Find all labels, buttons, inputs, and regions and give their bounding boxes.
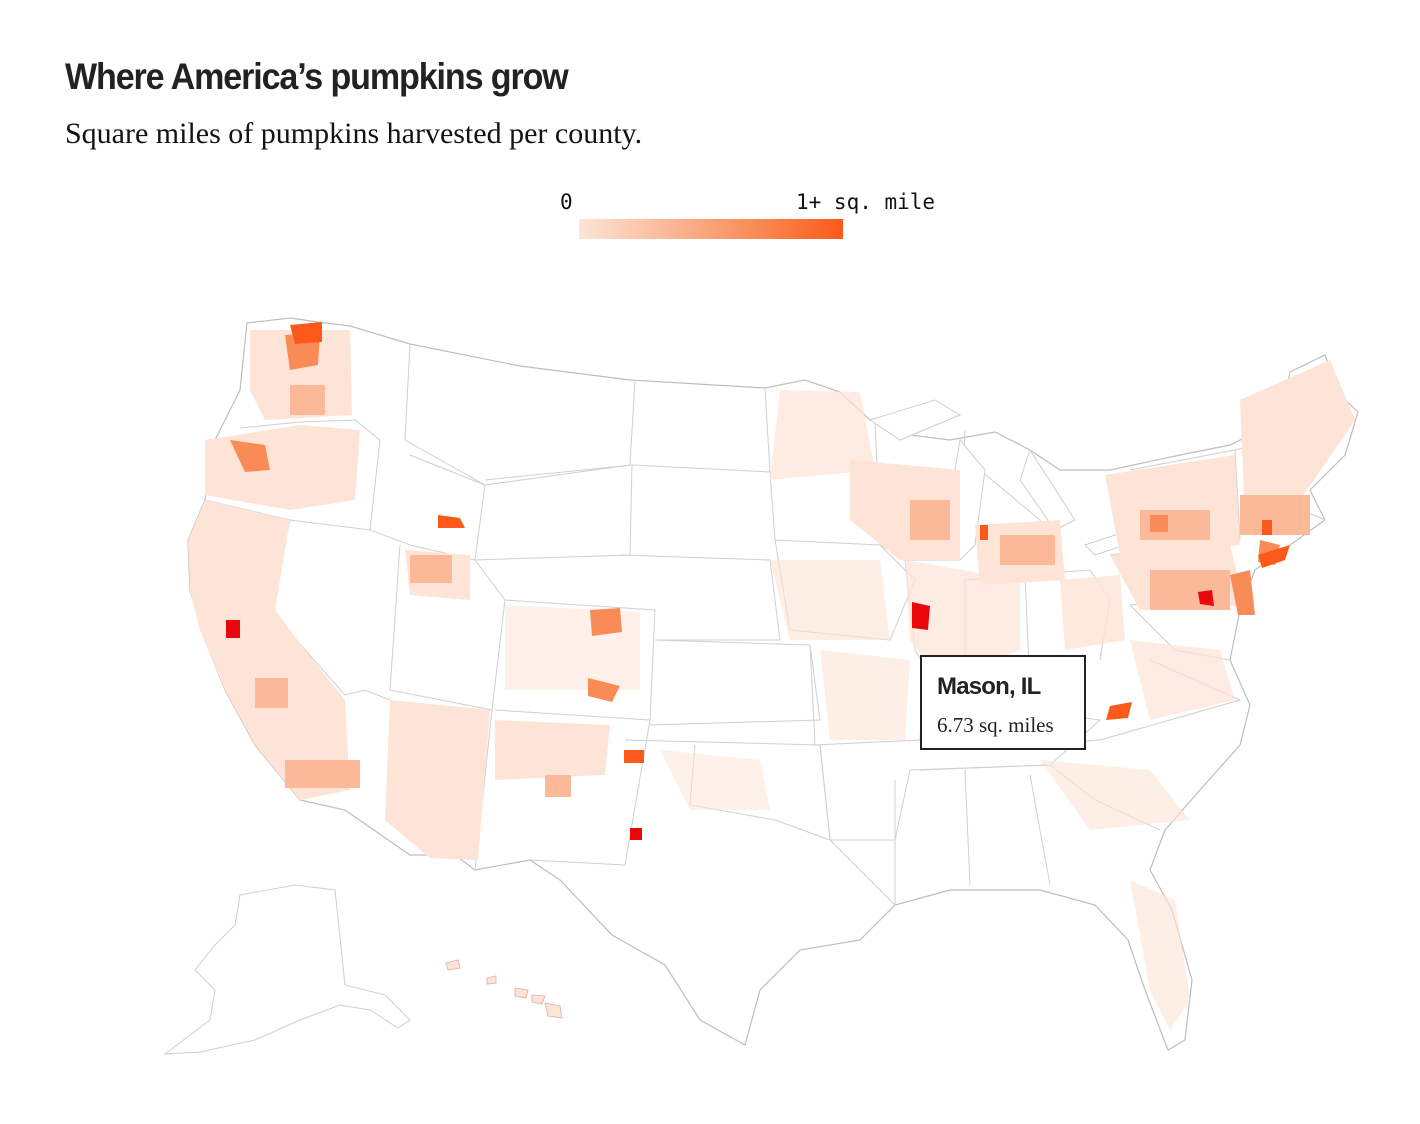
county-fills-deep — [290, 322, 1290, 763]
alaska-inset — [163, 884, 411, 1055]
us-outline — [187, 317, 1359, 1051]
legend-max-label: 1+ sq. mile — [796, 190, 936, 214]
tooltip-county-value: 6.73 sq. miles — [937, 713, 1054, 737]
hawaii-inset — [445, 959, 563, 1019]
county-mason-il — [912, 602, 930, 630]
county-fills-peak — [226, 590, 1214, 840]
county-tooltip: Mason, IL 6.73 sq. miles — [920, 655, 1086, 750]
chart-headline: Where America’s pumpkins grow — [65, 56, 569, 97]
county-fills-medium — [255, 385, 1310, 797]
chart-subheadline: Square miles of pumpkins harvested per c… — [65, 117, 643, 150]
tooltip-county-name: Mason, IL — [937, 673, 1041, 700]
color-legend: 0 1+ sq. mile — [556, 186, 976, 246]
legend-min-label: 0 — [560, 190, 573, 214]
legend-color-ramp — [579, 219, 843, 239]
